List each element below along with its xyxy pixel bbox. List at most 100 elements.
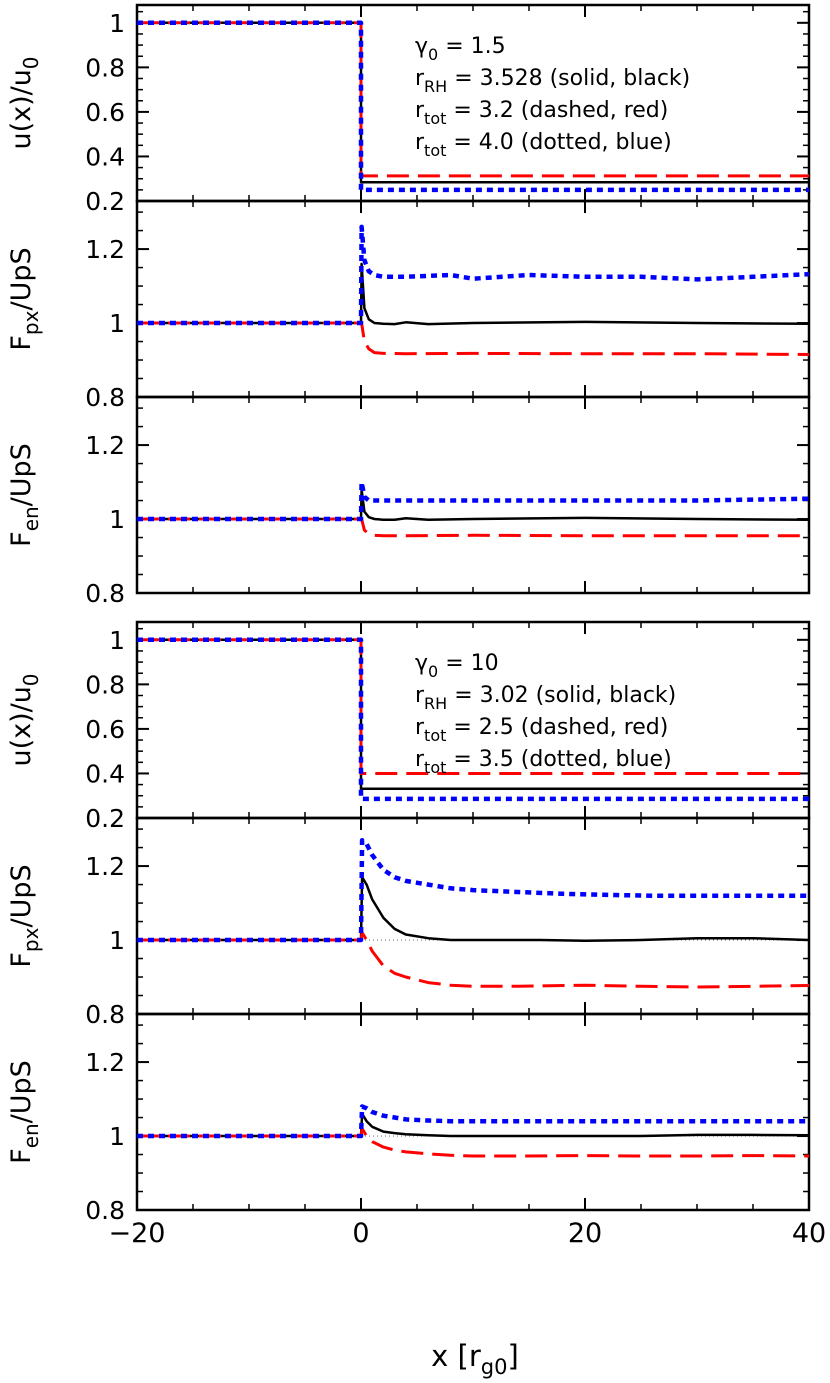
legend-text: = 10 bbox=[438, 651, 498, 676]
series-solid-line bbox=[137, 1112, 809, 1138]
y-axis-title: Fen/UpS bbox=[6, 1060, 43, 1164]
y-axis-title-sub: en bbox=[19, 506, 43, 531]
y-axis-title-end: /UpS bbox=[6, 864, 37, 927]
legend-entry: rtot = 4.0 (dotted, blue) bbox=[415, 130, 672, 160]
legend-symbol: r bbox=[415, 683, 425, 708]
y-axis-title-end: /UpS bbox=[6, 1060, 37, 1123]
legend-entry: γ0 = 1.5 bbox=[415, 34, 506, 64]
series-dashed-line bbox=[137, 321, 809, 356]
y-tick-label: 1 bbox=[109, 505, 125, 534]
y-axis-title-sub: 0 bbox=[19, 56, 43, 69]
series-solid-line bbox=[137, 488, 809, 522]
series-dotted-line bbox=[137, 479, 809, 522]
legend-text: = 1.5 bbox=[438, 34, 505, 59]
y-tick-label: 1.2 bbox=[85, 852, 125, 881]
y-tick-label: 0.6 bbox=[85, 98, 125, 127]
x-tick-label: 40 bbox=[792, 1218, 826, 1249]
plot-frame bbox=[135, 395, 811, 595]
y-axis-title-end: /UpS bbox=[6, 247, 37, 310]
y-axis-title: u(x)/u0 bbox=[6, 673, 43, 766]
y-tick-label: 0.4 bbox=[85, 142, 125, 171]
legend-subscript: RH bbox=[424, 77, 447, 96]
legend-subscript: tot bbox=[424, 109, 446, 128]
y-axis-title-main: u(x)/u bbox=[6, 686, 37, 766]
plot-frame bbox=[135, 816, 811, 1016]
y-tick-label: 0.8 bbox=[85, 579, 125, 608]
legend-entry: rtot = 2.5 (dashed, red) bbox=[415, 715, 668, 745]
panel-5: 0.8 1 1.2 Fpx/UpS bbox=[6, 816, 811, 1029]
y-axis-title-sub: px bbox=[19, 310, 43, 335]
series-solid-line bbox=[137, 262, 809, 326]
y-axis-title-end: /UpS bbox=[6, 443, 37, 506]
y-tick-label: 0.2 bbox=[85, 187, 125, 216]
plot-frame bbox=[135, 199, 811, 399]
series-dashed-line bbox=[137, 931, 809, 989]
x-axis-title-main: x [r bbox=[431, 1339, 481, 1373]
series-dotted-line bbox=[137, 637, 809, 802]
legend-text: = 3.528 (solid, black) bbox=[447, 66, 690, 91]
svg-text:x [rg0]: x [rg0] bbox=[431, 1339, 519, 1379]
y-tick-label: 1 bbox=[109, 626, 125, 655]
plot-frame bbox=[135, 1012, 811, 1212]
legend-text: = 3.2 (dashed, red) bbox=[446, 98, 668, 123]
x-axis-title-sub: g0 bbox=[481, 1355, 508, 1379]
y-tick-label: 0.8 bbox=[85, 1196, 125, 1225]
legend-text: = 3.5 (dotted, blue) bbox=[446, 747, 671, 772]
legend-entry: rtot = 3.2 (dashed, red) bbox=[415, 98, 668, 128]
legend-entry: rtot = 3.5 (dotted, blue) bbox=[415, 747, 672, 777]
y-tick-label: 0.8 bbox=[85, 1000, 125, 1029]
x-tick-label: 20 bbox=[568, 1218, 602, 1249]
y-axis-title-sub: 0 bbox=[19, 673, 43, 686]
y-tick-label: 1.2 bbox=[85, 235, 125, 264]
y-axis-title-main: F bbox=[6, 531, 37, 547]
y-axis-title-main: u(x)/u bbox=[6, 69, 37, 149]
panel-3: 0.8 1 1.2 Fen/UpS bbox=[6, 395, 811, 608]
y-axis-title-main: F bbox=[6, 952, 37, 968]
x-axis-title: x [rg0] bbox=[431, 1339, 519, 1379]
legend-text: = 2.5 (dashed, red) bbox=[446, 715, 668, 740]
y-axis-title: Fen/UpS bbox=[6, 443, 43, 547]
y-axis-title-main: F bbox=[6, 335, 37, 351]
series-dashed-line bbox=[137, 517, 809, 538]
y-tick-label: 0.4 bbox=[85, 759, 125, 788]
y-axis-title: Fpx/UpS bbox=[6, 247, 43, 350]
y-axis-title: Fpx/UpS bbox=[6, 864, 43, 967]
legend-subscript: tot bbox=[424, 141, 446, 160]
legend-entry: rRH = 3.528 (solid, black) bbox=[415, 66, 690, 96]
legend-text: = 3.02 (solid, black) bbox=[447, 683, 676, 708]
y-tick-label: 0.8 bbox=[85, 670, 125, 699]
y-axis-title-main: F bbox=[6, 1148, 37, 1164]
legend-symbol: γ bbox=[415, 651, 428, 676]
legend-entry: rRH = 3.02 (solid, black) bbox=[415, 683, 676, 713]
legend-symbol: γ bbox=[415, 34, 428, 59]
legend-subscript: tot bbox=[424, 758, 446, 777]
legend-symbol: r bbox=[415, 66, 425, 91]
series-dashed-line bbox=[137, 1127, 809, 1158]
y-axis-title-sub: px bbox=[19, 927, 43, 952]
legend-entry: γ0 = 10 bbox=[415, 651, 499, 681]
y-axis-title: u(x)/u0 bbox=[6, 56, 43, 149]
y-tick-label: 0.2 bbox=[85, 804, 125, 833]
y-tick-label: 1.2 bbox=[85, 431, 125, 460]
y-axis-title-sub: en bbox=[19, 1123, 43, 1148]
x-tick-label: −20 bbox=[109, 1218, 166, 1249]
x-tick-label: 0 bbox=[352, 1218, 369, 1249]
legend-subscript: tot bbox=[424, 726, 446, 745]
panel-2: 0.8 1 1.2 Fpx/UpS bbox=[6, 199, 811, 412]
x-axis-title-end: ] bbox=[508, 1339, 519, 1373]
y-tick-label: 0.8 bbox=[85, 53, 125, 82]
series-dotted-line bbox=[137, 1104, 809, 1139]
y-tick-label: 1.2 bbox=[85, 1048, 125, 1077]
series-dotted-line bbox=[137, 837, 809, 943]
series-dotted-line bbox=[137, 224, 809, 326]
y-tick-label: 1 bbox=[109, 9, 125, 38]
legend-symbol: r bbox=[415, 747, 425, 772]
legend-symbol: r bbox=[415, 130, 425, 155]
y-tick-label: 0.6 bbox=[85, 715, 125, 744]
series-solid-line bbox=[137, 875, 809, 943]
y-tick-label: 1 bbox=[109, 1122, 125, 1151]
panel-6: 0.8 1 1.2 Fen/UpS −20 0 20 40 bbox=[6, 1012, 826, 1249]
